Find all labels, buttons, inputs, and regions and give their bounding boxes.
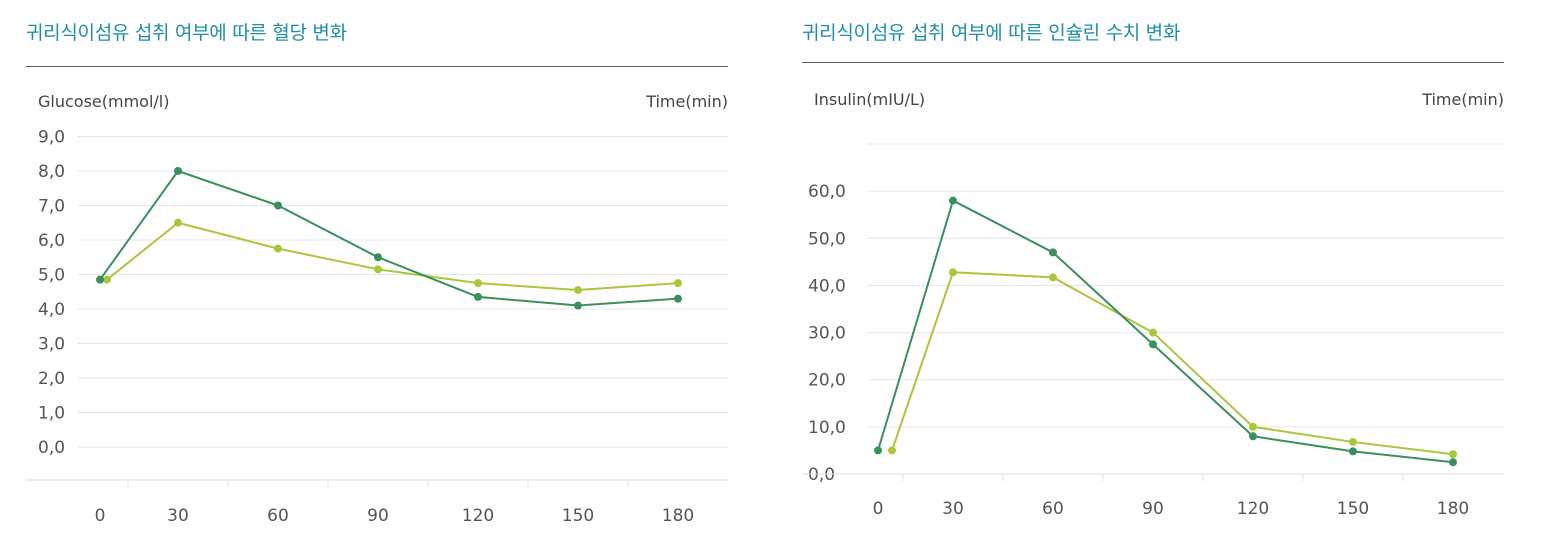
glucose-data-point-dark bbox=[574, 301, 582, 310]
insulin-data-point-light bbox=[1249, 422, 1257, 431]
insulin-y-tick-label: 20,0 bbox=[808, 371, 846, 391]
insulin-data-point-dark bbox=[1149, 340, 1157, 349]
insulin-x-tick-label: 180 bbox=[1437, 499, 1469, 519]
insulin-data-point-light bbox=[1049, 273, 1057, 282]
glucose-data-point-dark bbox=[174, 167, 182, 175]
glucose-data-point-dark bbox=[474, 292, 482, 301]
glucose-data-point-dark bbox=[96, 275, 104, 284]
insulin-data-point-light bbox=[1349, 437, 1357, 446]
glucose-data-point-light bbox=[274, 244, 282, 253]
glucose-y-tick-label: 5,0 bbox=[38, 266, 65, 286]
insulin-x-tick-label: 150 bbox=[1337, 499, 1369, 519]
insulin-data-point-dark bbox=[1049, 248, 1057, 257]
insulin-x-tick-label: 90 bbox=[1142, 499, 1164, 519]
glucose-x-tick-label: 30 bbox=[167, 506, 189, 526]
glucose-y-tick-label: 2,0 bbox=[38, 369, 65, 389]
glucose-y-axis-label: Glucose(mmol/l) bbox=[38, 92, 170, 111]
glucose-data-point-light bbox=[674, 279, 682, 288]
glucose-y-tick-label: 8,0 bbox=[38, 162, 65, 182]
glucose-y-tick-label: 7,0 bbox=[38, 197, 65, 217]
glucose-series-line-dark bbox=[99, 170, 679, 307]
glucose-data-point-light bbox=[103, 275, 111, 284]
insulin-data-point-dark bbox=[1449, 458, 1457, 467]
insulin-y-tick-label: 30,0 bbox=[808, 324, 846, 344]
glucose-x-tick-label: 120 bbox=[462, 506, 494, 526]
glucose-x-tick-label: 0 bbox=[95, 506, 106, 526]
insulin-data-point-light bbox=[949, 268, 957, 277]
insulin-chart-title: 귀리식이섬유 섭취 여부에 따른 인슐린 수치 변화 bbox=[802, 22, 1181, 44]
glucose-data-point-light bbox=[174, 218, 182, 227]
glucose-y-tick-label: 6,0 bbox=[38, 231, 65, 251]
insulin-x-tick-label: 0 bbox=[873, 499, 884, 519]
glucose-y-tick-label: 4,0 bbox=[38, 300, 65, 320]
insulin-data-point-dark bbox=[874, 446, 882, 455]
insulin-y-tick-label: 60,0 bbox=[808, 182, 846, 202]
glucose-title-rule bbox=[26, 66, 728, 67]
glucose-x-tick-label: 90 bbox=[367, 506, 389, 526]
insulin-x-axis-label: Time(min) bbox=[1422, 90, 1504, 109]
insulin-data-point-dark bbox=[949, 196, 957, 205]
insulin-data-point-light bbox=[1449, 450, 1457, 459]
glucose-y-tick-label: 9,0 bbox=[38, 128, 65, 148]
glucose-data-point-light bbox=[474, 279, 482, 288]
glucose-chart-title: 귀리식이섬유 섭취 여부에 따른 혈당 변화 bbox=[26, 22, 347, 44]
insulin-data-point-dark bbox=[1349, 447, 1357, 456]
insulin-data-point-light bbox=[888, 446, 896, 455]
glucose-data-point-dark bbox=[374, 253, 382, 262]
glucose-x-tick-label: 150 bbox=[562, 506, 594, 526]
glucose-data-point-dark bbox=[674, 294, 682, 303]
insulin-y-tick-label: 0,0 bbox=[808, 465, 835, 485]
insulin-y-axis-label: Insulin(mIU/L) bbox=[814, 90, 926, 109]
insulin-y-tick-label: 10,0 bbox=[808, 418, 846, 438]
insulin-data-point-light bbox=[1149, 328, 1157, 337]
glucose-y-tick-label: 1,0 bbox=[38, 404, 65, 424]
insulin-data-point-dark bbox=[1249, 432, 1257, 441]
insulin-x-tick-label: 120 bbox=[1237, 499, 1269, 519]
glucose-data-point-light bbox=[374, 265, 382, 274]
insulin-y-tick-label: 40,0 bbox=[808, 276, 846, 296]
glucose-series-line-light bbox=[106, 221, 679, 292]
insulin-x-tick-label: 30 bbox=[942, 499, 964, 519]
glucose-x-tick-label: 180 bbox=[662, 506, 694, 526]
glucose-y-tick-label: 3,0 bbox=[38, 335, 65, 355]
glucose-y-tick-label: 0,0 bbox=[38, 438, 65, 458]
glucose-x-axis-label: Time(min) bbox=[646, 92, 728, 111]
insulin-y-tick-label: 50,0 bbox=[808, 229, 846, 249]
glucose-data-point-light bbox=[574, 286, 582, 295]
glucose-x-tick-label: 60 bbox=[267, 506, 289, 526]
insulin-series-line-dark bbox=[877, 199, 1454, 464]
glucose-data-point-dark bbox=[274, 201, 282, 210]
insulin-title-rule bbox=[802, 62, 1504, 63]
insulin-x-tick-label: 60 bbox=[1042, 499, 1064, 519]
